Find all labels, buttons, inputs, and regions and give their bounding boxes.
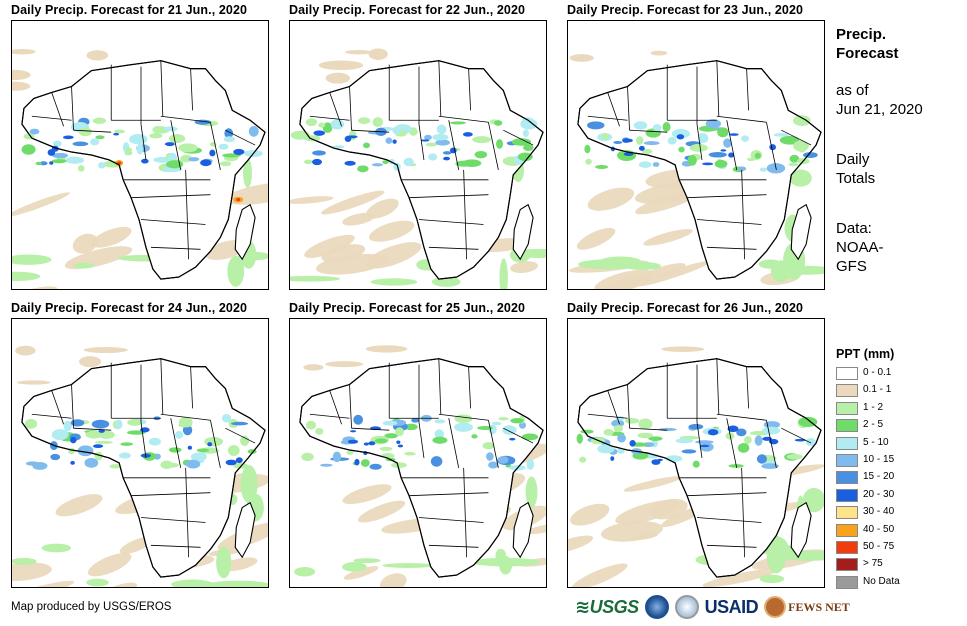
legend-swatch <box>836 419 858 433</box>
asof-date: Jun 21, 2020 <box>836 101 923 118</box>
legend-label: 2 - 5 <box>863 419 884 431</box>
noaa-logo <box>644 595 669 619</box>
legend-item: > 75 <box>836 557 961 574</box>
legend-swatch <box>836 436 858 450</box>
credit-text: Map produced by USGS/EROS <box>11 601 172 613</box>
panel-title: Daily Precip. Forecast for 23 Jun., 2020 <box>567 3 804 17</box>
panel-title: Daily Precip. Forecast for 26 Jun., 2020 <box>567 301 804 315</box>
legend-item: 15 - 20 <box>836 470 961 487</box>
usgs-logo: ≋USGS <box>575 596 639 617</box>
data-source-line2: NOAA- <box>836 239 884 256</box>
legend-item: 5 - 10 <box>836 436 961 453</box>
usaid-logo: USAID <box>704 596 759 617</box>
legend-label: 40 - 50 <box>863 523 895 535</box>
precip-map <box>567 318 825 588</box>
panel-title: Daily Precip. Forecast for 21 Jun., 2020 <box>11 3 248 17</box>
panel-title: Daily Precip. Forecast for 22 Jun., 2020 <box>289 3 526 17</box>
legend-label: 1 - 2 <box>863 401 884 413</box>
precip-map <box>11 20 269 290</box>
partner-logos: ≋USGS USAID FEWS NET <box>575 593 850 621</box>
fews-net-logo: FEWS NET <box>764 596 850 618</box>
legend-swatch <box>836 540 858 554</box>
data-source-line3: GFS <box>836 258 867 275</box>
legend-swatch <box>836 384 858 398</box>
africa-map <box>568 50 824 289</box>
legend-label: 20 - 30 <box>863 488 895 500</box>
legend-item: No Data <box>836 575 961 592</box>
legend-item: 0.1 - 1 <box>836 383 961 400</box>
panel-title: Daily Precip. Forecast for 24 Jun., 2020 <box>11 301 248 315</box>
legend-swatch <box>836 575 858 589</box>
legend-label: 5 - 10 <box>863 436 889 448</box>
legend-label: 0.1 - 1 <box>863 384 892 396</box>
africa-map <box>290 48 546 289</box>
legend-swatch <box>836 453 858 467</box>
legend-label: > 75 <box>863 558 883 570</box>
legend-label: 30 - 40 <box>863 506 895 518</box>
legend-label: 15 - 20 <box>863 471 895 483</box>
precip-map <box>289 318 547 588</box>
info-title-line2: Forecast <box>836 45 899 62</box>
africa-map <box>568 346 824 587</box>
legend-swatch <box>836 523 858 537</box>
legend-items: 0 - 0.1 0.1 - 1 1 - 2 2 - 5 5 - 10 10 - 15 15 … <box>836 366 961 592</box>
legend-swatch <box>836 471 858 485</box>
legend-swatch <box>836 367 858 380</box>
legend-title: PPT (mm) <box>836 347 895 361</box>
legend-swatch <box>836 488 858 502</box>
legend-item: 50 - 75 <box>836 540 961 557</box>
africa-map <box>12 345 268 587</box>
africa-map <box>12 48 268 289</box>
precip-map <box>11 318 269 588</box>
legend-item: 20 - 30 <box>836 488 961 505</box>
totals-line2: Totals <box>836 170 876 187</box>
legend-item: 1 - 2 <box>836 401 961 418</box>
info-title-line1: Precip. <box>836 26 887 43</box>
data-source-line1: Data: <box>836 220 872 237</box>
panel-title: Daily Precip. Forecast for 25 Jun., 2020 <box>289 301 526 315</box>
legend-item: 2 - 5 <box>836 418 961 435</box>
legend-item: 40 - 50 <box>836 523 961 540</box>
asof-label: as of <box>836 82 869 99</box>
legend-label: 50 - 75 <box>863 540 895 552</box>
legend-label: No Data <box>863 575 900 587</box>
legend-swatch <box>836 506 858 520</box>
globe-icon <box>764 596 787 618</box>
precip-map <box>567 20 825 290</box>
legend-swatch <box>836 558 858 572</box>
nasa-seal-logo <box>674 595 699 619</box>
legend-item: 0 - 0.1 <box>836 366 961 383</box>
precip-map <box>289 20 547 290</box>
legend-item: 30 - 40 <box>836 505 961 522</box>
totals-line1: Daily <box>836 151 870 168</box>
africa-map <box>294 345 546 587</box>
legend-label: 10 - 15 <box>863 453 895 465</box>
legend-swatch <box>836 401 858 415</box>
info-box: Precip. Forecast as of Jun 21, 2020 Dail… <box>836 25 961 276</box>
legend-item: 10 - 15 <box>836 453 961 470</box>
legend: PPT (mm) 0 - 0.1 0.1 - 1 1 - 2 2 - 5 5 - 10 1… <box>836 347 961 592</box>
legend-label: 0 - 0.1 <box>863 367 892 378</box>
